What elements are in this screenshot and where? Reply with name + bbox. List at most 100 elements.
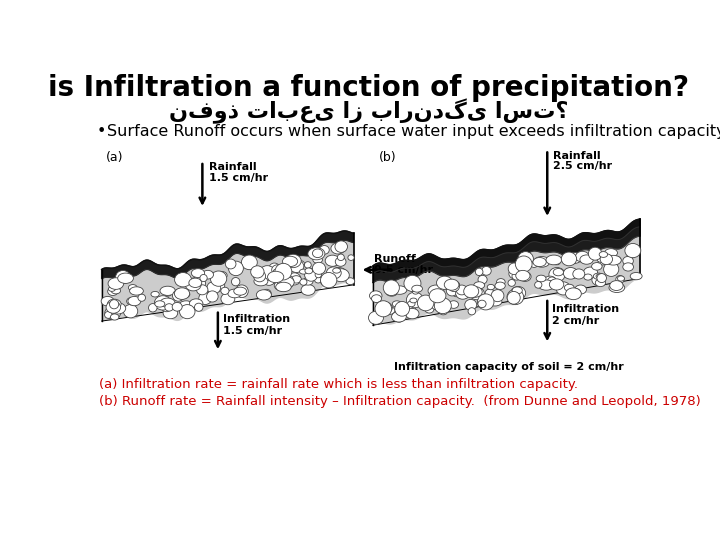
Ellipse shape bbox=[273, 269, 283, 275]
Ellipse shape bbox=[408, 301, 415, 307]
Ellipse shape bbox=[451, 281, 459, 287]
Ellipse shape bbox=[508, 263, 520, 274]
Ellipse shape bbox=[538, 280, 554, 290]
Ellipse shape bbox=[154, 296, 171, 310]
Ellipse shape bbox=[478, 275, 487, 284]
Ellipse shape bbox=[263, 272, 274, 281]
Text: نفوذ تابعی از بارندگی است؟: نفوذ تابعی از بارندگی است؟ bbox=[169, 98, 569, 124]
Ellipse shape bbox=[618, 276, 624, 281]
Ellipse shape bbox=[107, 299, 121, 309]
Ellipse shape bbox=[369, 311, 384, 325]
Ellipse shape bbox=[431, 299, 446, 310]
Ellipse shape bbox=[200, 287, 213, 296]
Ellipse shape bbox=[482, 266, 491, 275]
Ellipse shape bbox=[285, 254, 301, 268]
Ellipse shape bbox=[109, 300, 119, 309]
Ellipse shape bbox=[630, 273, 642, 280]
Ellipse shape bbox=[130, 287, 143, 295]
Ellipse shape bbox=[475, 268, 483, 275]
Ellipse shape bbox=[269, 263, 280, 274]
Ellipse shape bbox=[291, 276, 302, 283]
Ellipse shape bbox=[434, 298, 451, 314]
Ellipse shape bbox=[326, 267, 341, 279]
Ellipse shape bbox=[553, 261, 560, 265]
Ellipse shape bbox=[603, 262, 618, 276]
Ellipse shape bbox=[331, 243, 345, 254]
Ellipse shape bbox=[446, 285, 458, 296]
Ellipse shape bbox=[172, 302, 182, 311]
Text: (b): (b) bbox=[379, 151, 397, 164]
Ellipse shape bbox=[599, 252, 608, 258]
Polygon shape bbox=[373, 227, 640, 283]
Ellipse shape bbox=[392, 301, 402, 307]
Ellipse shape bbox=[335, 241, 348, 252]
Ellipse shape bbox=[300, 279, 307, 285]
Ellipse shape bbox=[128, 285, 138, 291]
Ellipse shape bbox=[197, 273, 207, 281]
Ellipse shape bbox=[106, 301, 120, 313]
Ellipse shape bbox=[556, 282, 570, 295]
Ellipse shape bbox=[231, 278, 240, 286]
Ellipse shape bbox=[418, 295, 434, 311]
Ellipse shape bbox=[268, 271, 284, 282]
Ellipse shape bbox=[606, 255, 621, 265]
Ellipse shape bbox=[174, 289, 186, 300]
Ellipse shape bbox=[544, 276, 556, 285]
Ellipse shape bbox=[148, 303, 157, 312]
Text: 1.5 cm/hr: 1.5 cm/hr bbox=[209, 173, 268, 183]
Ellipse shape bbox=[128, 296, 141, 306]
Polygon shape bbox=[373, 219, 640, 274]
Ellipse shape bbox=[453, 290, 459, 296]
Ellipse shape bbox=[160, 286, 176, 295]
Ellipse shape bbox=[519, 272, 531, 281]
Ellipse shape bbox=[455, 289, 469, 298]
Ellipse shape bbox=[288, 273, 301, 285]
Ellipse shape bbox=[395, 301, 410, 316]
Ellipse shape bbox=[610, 281, 623, 291]
Ellipse shape bbox=[269, 278, 276, 284]
Ellipse shape bbox=[275, 264, 292, 280]
Ellipse shape bbox=[425, 305, 434, 313]
Ellipse shape bbox=[516, 256, 532, 272]
Ellipse shape bbox=[192, 269, 204, 278]
Ellipse shape bbox=[565, 288, 581, 300]
Ellipse shape bbox=[583, 267, 598, 278]
Ellipse shape bbox=[108, 278, 124, 289]
Ellipse shape bbox=[429, 289, 446, 303]
Ellipse shape bbox=[279, 277, 294, 288]
Ellipse shape bbox=[319, 246, 329, 254]
Ellipse shape bbox=[562, 252, 577, 266]
Ellipse shape bbox=[228, 261, 243, 275]
Ellipse shape bbox=[547, 277, 557, 286]
Ellipse shape bbox=[580, 255, 593, 264]
Ellipse shape bbox=[336, 257, 346, 266]
Ellipse shape bbox=[410, 298, 417, 303]
Ellipse shape bbox=[221, 293, 235, 305]
Ellipse shape bbox=[456, 285, 467, 295]
Ellipse shape bbox=[439, 309, 447, 315]
Ellipse shape bbox=[605, 248, 618, 257]
Ellipse shape bbox=[202, 271, 214, 279]
Ellipse shape bbox=[468, 308, 476, 315]
Ellipse shape bbox=[101, 296, 114, 306]
Ellipse shape bbox=[375, 303, 387, 312]
Ellipse shape bbox=[305, 268, 318, 281]
Ellipse shape bbox=[241, 255, 257, 269]
Ellipse shape bbox=[197, 285, 208, 295]
Ellipse shape bbox=[348, 255, 354, 260]
Ellipse shape bbox=[338, 254, 344, 261]
Ellipse shape bbox=[381, 306, 395, 315]
Ellipse shape bbox=[383, 280, 400, 295]
Ellipse shape bbox=[230, 266, 239, 273]
Ellipse shape bbox=[189, 299, 203, 308]
Ellipse shape bbox=[593, 273, 603, 279]
Ellipse shape bbox=[211, 280, 225, 292]
Ellipse shape bbox=[413, 289, 419, 294]
Ellipse shape bbox=[259, 266, 275, 280]
Ellipse shape bbox=[449, 301, 459, 308]
Ellipse shape bbox=[623, 263, 634, 271]
Ellipse shape bbox=[428, 285, 444, 296]
Text: (a) Infiltration rate = rainfall rate which is less than infiltration capacity.: (a) Infiltration rate = rainfall rate wh… bbox=[99, 378, 578, 391]
Ellipse shape bbox=[189, 278, 202, 287]
Ellipse shape bbox=[597, 255, 606, 262]
